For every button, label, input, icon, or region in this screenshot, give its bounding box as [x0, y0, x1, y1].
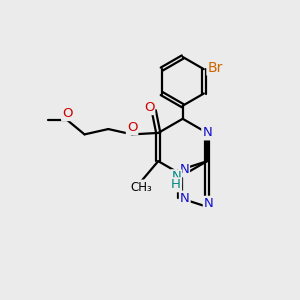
Text: O: O	[127, 122, 137, 134]
Text: N: N	[171, 170, 181, 183]
Text: H: H	[171, 178, 181, 191]
Text: O: O	[62, 107, 73, 120]
Text: O: O	[144, 101, 154, 114]
Text: N: N	[204, 197, 214, 210]
Text: N: N	[179, 164, 189, 176]
Text: Br: Br	[207, 61, 223, 75]
Text: N: N	[180, 192, 190, 205]
Text: CH₃: CH₃	[130, 181, 152, 194]
Text: N: N	[202, 126, 212, 140]
